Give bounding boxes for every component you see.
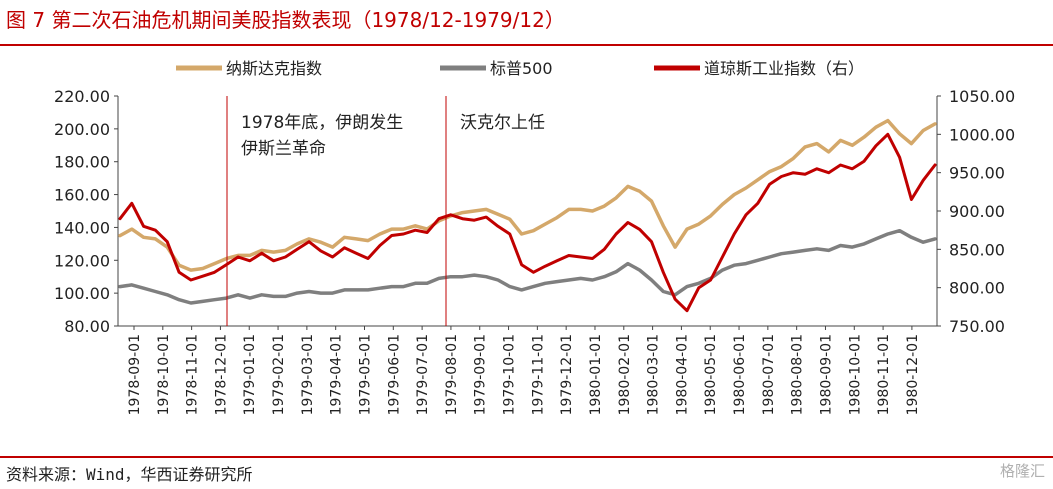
- x-tick-label: 1979-09-01: [473, 334, 489, 415]
- left-tick-label: 180.00: [54, 153, 110, 172]
- x-tick-label: 1980-07-01: [761, 334, 777, 415]
- x-tick-label: 1979-04-01: [329, 334, 345, 415]
- x-tick-label: 1979-02-01: [271, 334, 287, 415]
- x-tick-label: 1978-12-01: [213, 334, 229, 415]
- x-tick-label: 1980-01-01: [588, 334, 604, 415]
- x-tick-label: 1979-10-01: [502, 334, 518, 415]
- x-tick-label: 1980-12-01: [905, 334, 921, 415]
- x-tick-label: 1980-06-01: [732, 334, 748, 415]
- right-tick-label: 950.00: [949, 164, 1005, 183]
- x-tick-label: 1979-08-01: [444, 334, 460, 415]
- left-tick-label: 140.00: [54, 218, 110, 237]
- legend-label-nasdaq: 纳斯达克指数: [226, 59, 322, 78]
- x-tick-label: 1979-05-01: [357, 334, 373, 415]
- x-tick-label: 1979-12-01: [559, 334, 575, 415]
- x-tick-label: 1979-06-01: [386, 334, 402, 415]
- x-tick-label: 1979-11-01: [530, 334, 546, 415]
- legend-label-dow: 道琼斯工业指数（右）: [704, 59, 864, 78]
- x-tick-label: 1980-09-01: [818, 334, 834, 415]
- left-tick-label: 80.00: [64, 317, 110, 336]
- left-tick-label: 120.00: [54, 251, 110, 270]
- x-tick-label: 1980-05-01: [703, 334, 719, 415]
- x-tick-label: 1980-03-01: [646, 334, 662, 415]
- legend: 纳斯达克指数 标普500 道琼斯工业指数（右）: [176, 59, 864, 78]
- right-tick-label: 900.00: [949, 202, 1005, 221]
- series-line-dow: [118, 132, 937, 313]
- x-tick-label: 1980-08-01: [790, 334, 806, 415]
- x-tick-label: 1980-11-01: [876, 334, 892, 415]
- right-tick-label: 1050.00: [949, 87, 1015, 106]
- left-tick-label: 160.00: [54, 186, 110, 205]
- right-tick-label: 1000.00: [949, 125, 1015, 144]
- line-chart: 纳斯达克指数 标普500 道琼斯工业指数（右） 80.00 100.00 120.00 1…: [54, 59, 1015, 415]
- right-tick-label: 800.00: [949, 279, 1005, 298]
- event-annotation-text: 沃克尔上任: [460, 113, 545, 133]
- left-tick-label: 220.00: [54, 87, 110, 106]
- footer-rule: [0, 456, 1053, 458]
- left-tick-label: 100.00: [54, 284, 110, 303]
- figure-title: 图 7 第二次石油危机期间美股指数表现（1978/12-1979/12）: [6, 8, 565, 32]
- x-tick-label: 1979-03-01: [300, 334, 316, 415]
- x-tick-label: 1980-04-01: [674, 334, 690, 415]
- x-tick-label: 1978-09-01: [127, 334, 143, 415]
- event-annotation-text: 伊斯兰革命: [241, 139, 326, 159]
- x-tick-label: 1978-11-01: [185, 334, 201, 415]
- event-annotation-text: 1978年底，伊朗发生: [241, 113, 403, 133]
- chart-axes: 80.00 100.00 120.00 140.00 160.00 180.00 200.0…: [54, 87, 1015, 415]
- x-tick-label: 1979-07-01: [415, 334, 431, 415]
- left-tick-label: 200.00: [54, 120, 110, 139]
- x-tick-label: 1980-02-01: [617, 334, 633, 415]
- chart-series: [118, 118, 937, 313]
- watermark-logo: 格隆汇: [999, 462, 1045, 480]
- series-line-nasdaq: [118, 118, 937, 272]
- source-note: 资料来源：Wind，华西证券研究所: [6, 465, 253, 484]
- x-tick-label: 1979-01-01: [242, 334, 258, 415]
- x-tick-label: 1978-10-01: [156, 334, 172, 415]
- x-tick-label: 1980-10-01: [847, 334, 863, 415]
- legend-label-sp500: 标普500: [490, 59, 553, 78]
- right-tick-label: 850.00: [949, 240, 1005, 259]
- right-tick-label: 750.00: [949, 317, 1005, 336]
- title-rule: [0, 44, 1053, 46]
- series-line-sp500: [118, 228, 937, 305]
